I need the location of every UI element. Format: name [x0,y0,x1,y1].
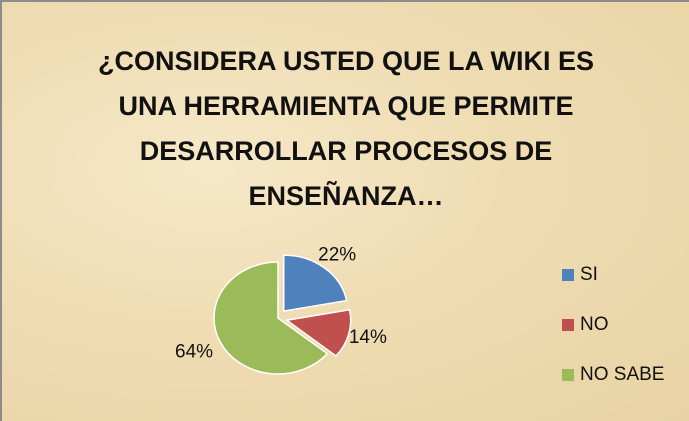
legend-swatch [562,319,574,331]
data-label: 22% [318,244,356,265]
pie-slice [284,308,352,357]
legend-swatch [562,369,574,381]
legend-swatch [562,269,574,281]
legend-label: NO SABE [580,364,664,385]
legend-label: NO [580,314,609,335]
chart-title: ¿CONSIDERA USTED QUE LA WIKI ES UNA HERR… [97,46,595,211]
legend-label: SI [580,264,598,285]
data-label: 64% [175,342,213,363]
pie-slice [282,254,348,312]
data-label: 14% [349,327,387,348]
pie-slice [213,261,329,375]
